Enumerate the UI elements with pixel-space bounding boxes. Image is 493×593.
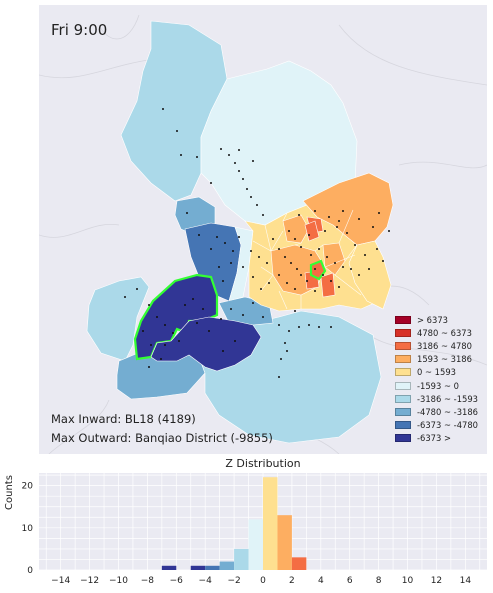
legend-item: -4780 ~ -3186 <box>395 405 478 418</box>
legend-label: 4780 ~ 6373 <box>417 327 472 338</box>
map-legend: > 6373 4780 ~ 6373 3186 ~ 4780 1593 ~ 3186 0… <box>395 313 478 445</box>
legend-label: -4780 ~ -3186 <box>417 406 479 417</box>
map-panel: Fri 9:00 Max Inward: BL18 (4189) Max Out… <box>39 5 487 454</box>
histogram-bar <box>161 565 177 570</box>
legend-label: 0 ~ 1593 <box>417 367 456 378</box>
x-tick-label: 0 <box>260 576 266 586</box>
max-outward-label: Max Outward: Banqiao District (-9855) <box>51 431 273 445</box>
x-tick-label: 14 <box>460 576 472 586</box>
legend-swatch <box>395 407 411 416</box>
histogram-bar <box>263 477 278 570</box>
legend-swatch <box>395 394 411 403</box>
x-tick-label: 12 <box>431 576 442 586</box>
time-label: Fri 9:00 <box>51 21 108 39</box>
legend-swatch <box>395 381 411 390</box>
region-orange-east <box>302 172 394 246</box>
histogram-bar <box>205 565 220 570</box>
x-tick-label: −4 <box>199 576 213 586</box>
legend-swatch <box>395 434 411 443</box>
histogram-bar <box>277 515 292 570</box>
legend-item: -6373 ~ -4780 <box>395 419 478 432</box>
x-tick-label: 8 <box>376 576 382 586</box>
station-dots <box>124 108 390 378</box>
max-inward-label: Max Inward: BL18 (4189) <box>51 412 196 426</box>
legend-label: -1593 ~ 0 <box>417 380 460 391</box>
legend-label: -6373 ~ -4780 <box>417 420 479 431</box>
legend-item: > 6373 <box>395 313 478 326</box>
legend-item: 0 ~ 1593 <box>395 366 478 379</box>
legend-item: -6373 > <box>395 432 478 445</box>
y-tick-label: 0 <box>27 566 33 576</box>
x-tick-label: −6 <box>170 576 184 586</box>
region-orange-center-2 <box>282 214 310 244</box>
histogram-bar <box>190 565 206 570</box>
region-red-small-4 <box>304 220 320 242</box>
histogram-y-axis-label: Counts <box>4 475 15 510</box>
legend-label: 1593 ~ 3186 <box>417 354 472 365</box>
x-tick-label: −8 <box>141 576 155 586</box>
y-tick-label: 10 <box>22 524 34 534</box>
region-red-small-3 <box>320 272 336 298</box>
x-tick-label: −2 <box>227 576 240 586</box>
legend-swatch <box>395 328 411 337</box>
histogram-bar <box>219 561 235 570</box>
x-tick-label: −12 <box>80 576 99 586</box>
legend-label: -6373 > <box>417 433 452 444</box>
legend-label: 3186 ~ 4780 <box>417 340 472 351</box>
region-orange-center-3 <box>322 242 346 276</box>
x-tick-label: 10 <box>402 576 414 586</box>
legend-swatch <box>395 421 411 430</box>
legend-item: 3186 ~ 4780 <box>395 339 478 352</box>
legend-swatch <box>395 341 411 350</box>
histogram-bar <box>234 548 249 570</box>
x-tick-label: 6 <box>347 576 353 586</box>
histogram-bar <box>248 519 263 570</box>
legend-item: 4780 ~ 6373 <box>395 326 478 339</box>
legend-swatch <box>395 355 411 364</box>
y-tick-label: 20 <box>22 482 34 492</box>
legend-swatch <box>395 368 411 377</box>
histogram-bar <box>291 557 307 570</box>
choropleth-map <box>39 5 487 454</box>
legend-item: -1593 ~ 0 <box>395 379 478 392</box>
x-tick-label: −14 <box>51 576 70 586</box>
x-tick-label: 4 <box>318 576 324 586</box>
legend-label: > 6373 <box>417 314 448 325</box>
histogram-title: Z Distribution <box>225 457 301 470</box>
x-tick-label: −10 <box>109 576 128 586</box>
legend-item: 1593 ~ 3186 <box>395 353 478 366</box>
legend-item: -3186 ~ -1593 <box>395 392 478 405</box>
x-tick-label: 2 <box>289 576 295 586</box>
region-light-blue-north <box>120 20 228 202</box>
histogram-chart: −14 −12 −10 −8 −6 −4 −2 0 2 4 6 8 10 12 14 0 10 20 <box>22 473 487 586</box>
inner-boundaries <box>252 209 362 310</box>
region-light-blue-southwest <box>86 276 150 362</box>
legend-label: -3186 ~ -1593 <box>417 393 479 404</box>
legend-swatch <box>395 315 411 324</box>
